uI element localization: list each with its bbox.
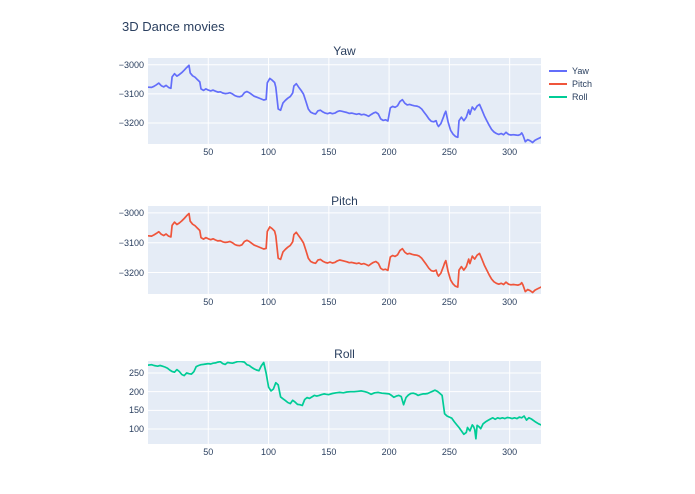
x-tick-label: 300 (502, 147, 518, 157)
y-tick-label: 200 (128, 386, 144, 397)
x-tick-label: 150 (321, 147, 337, 157)
x-tick-label: 150 (321, 447, 337, 457)
yaw-plot-area[interactable]: 50 100 150 200 250 300 −3200 −3100 −3000 (119, 58, 542, 157)
x-tick-label: 250 (441, 447, 457, 457)
legend-item-yaw[interactable]: Yaw (549, 64, 592, 77)
y-tick-label: 100 (128, 424, 144, 435)
pitch-chart-canvas (147, 206, 542, 294)
legend-label-roll: Roll (572, 91, 588, 102)
x-tick-label: 200 (381, 447, 397, 457)
subplot-title-pitch: Pitch (331, 194, 358, 208)
y-tick-label: 250 (128, 367, 144, 378)
yaw-chart-canvas (147, 58, 542, 144)
x-tick-label: 100 (261, 447, 277, 457)
subplot-title-yaw: Yaw (333, 44, 356, 58)
x-tick-label: 150 (321, 297, 337, 307)
legend-label-yaw: Yaw (572, 65, 589, 76)
y-tick-label: 150 (128, 405, 144, 416)
legend: Yaw Pitch Roll (549, 64, 592, 103)
legend-label-pitch: Pitch (572, 78, 593, 89)
y-tick-label: −3200 (118, 267, 144, 278)
yaw-line-swatch (549, 69, 567, 72)
x-tick-label: 250 (441, 297, 457, 307)
x-tick-label: 300 (502, 447, 518, 457)
x-tick-label: 100 (261, 147, 277, 157)
roll-line-swatch (549, 95, 567, 98)
roll-chart-canvas (147, 360, 542, 444)
subplot-title-roll: Roll (334, 347, 355, 361)
legend-item-pitch[interactable]: Pitch (549, 77, 592, 90)
y-tick-label: −3000 (118, 207, 144, 218)
x-tick-label: 50 (203, 447, 214, 457)
x-tick-label: 250 (441, 147, 457, 157)
x-tick-label: 50 (203, 297, 214, 307)
y-tick-label: −3100 (118, 88, 144, 99)
x-tick-label: 300 (502, 297, 518, 307)
x-tick-label: 100 (261, 297, 277, 307)
figure-title: 3D Dance movies (122, 19, 225, 34)
pitch-plot-area[interactable]: 50 100 150 200 250 300 −3200 −3100 −3000 (119, 206, 542, 307)
pitch-line-swatch (549, 82, 567, 85)
y-tick-label: −3200 (118, 118, 144, 128)
x-tick-label: 200 (381, 297, 397, 307)
roll-plot-area[interactable]: 50 100 150 200 250 300 100 150 200 250 (129, 360, 542, 457)
x-tick-label: 200 (381, 147, 397, 157)
x-tick-label: 50 (203, 147, 214, 157)
y-tick-label: −3100 (118, 237, 144, 248)
y-tick-label: −3000 (118, 59, 144, 70)
legend-item-roll[interactable]: Roll (549, 90, 592, 103)
